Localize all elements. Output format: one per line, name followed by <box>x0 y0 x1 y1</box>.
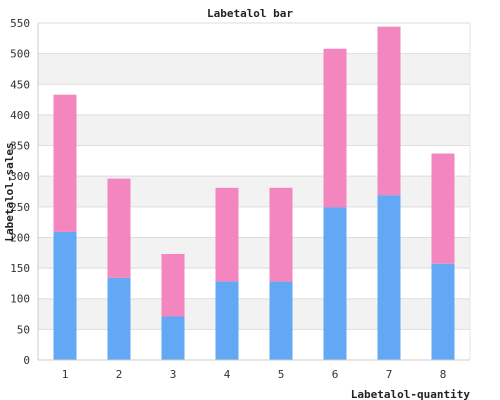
bar-segment-series-2 <box>377 26 401 196</box>
x-tick-labels: 1 2 3 4 5 6 7 8 <box>62 368 447 381</box>
bar-segment-series-2 <box>323 48 347 208</box>
grid-band <box>38 114 470 146</box>
x-tick-label: 3 <box>170 368 177 381</box>
bar-segment-series-2 <box>269 187 293 282</box>
grid-band <box>38 145 470 177</box>
x-tick-label: 6 <box>332 368 339 381</box>
bar-segment-series-1 <box>431 263 455 360</box>
bar-segment-series-2 <box>215 187 239 282</box>
x-tick-label: 1 <box>62 368 69 381</box>
bars <box>53 26 455 360</box>
y-tick-label: 50 <box>17 323 30 336</box>
bar-segment-series-2 <box>53 94 77 232</box>
background-bands <box>38 23 470 360</box>
grid-band <box>38 53 470 85</box>
grid-band <box>38 176 470 207</box>
chart-title: Labetalol bar <box>207 7 293 20</box>
bar-segment-series-1 <box>377 195 401 360</box>
y-tick-label: 300 <box>10 170 30 183</box>
bar-segment-series-1 <box>53 231 77 360</box>
bar-segment-series-1 <box>323 207 347 360</box>
bar-segment-series-2 <box>107 178 131 278</box>
x-tick-label: 2 <box>116 368 123 381</box>
y-tick-labels: 0 50 100 150 200 250 300 350 400 450 500 550 <box>10 17 30 367</box>
grid-band <box>38 237 470 269</box>
grid-band <box>38 206 470 238</box>
x-tick-label: 7 <box>386 368 393 381</box>
y-tick-label: 550 <box>10 17 30 30</box>
y-tick-label: 200 <box>10 231 30 244</box>
y-axis-title: Labetalol-sales <box>3 142 16 241</box>
bar-segment-series-2 <box>431 153 455 264</box>
grid-band <box>38 329 470 360</box>
x-tick-label: 4 <box>224 368 231 381</box>
y-tick-label: 100 <box>10 293 30 306</box>
bar-segment-series-2 <box>161 253 185 317</box>
grid-band <box>38 23 470 54</box>
grid-band <box>38 298 470 330</box>
bar-segment-series-1 <box>107 277 131 360</box>
y-tick-label: 0 <box>23 354 30 367</box>
y-tick-label: 500 <box>10 48 30 61</box>
grid-band <box>38 84 470 115</box>
y-tick-label: 350 <box>10 140 30 153</box>
axes <box>37 23 471 361</box>
bar-segment-series-1 <box>269 281 293 360</box>
y-tick-label: 250 <box>10 201 30 214</box>
x-axis-title: Labetalol-quantity <box>351 388 471 400</box>
grid-band <box>38 268 470 299</box>
x-tick-label: 8 <box>440 368 447 381</box>
x-tick-label: 5 <box>278 368 285 381</box>
y-tick-label: 150 <box>10 262 30 275</box>
y-tick-label: 450 <box>10 78 30 91</box>
bar-segment-series-1 <box>161 316 185 360</box>
y-tick-label: 400 <box>10 109 30 122</box>
bar-segment-series-1 <box>215 281 239 360</box>
